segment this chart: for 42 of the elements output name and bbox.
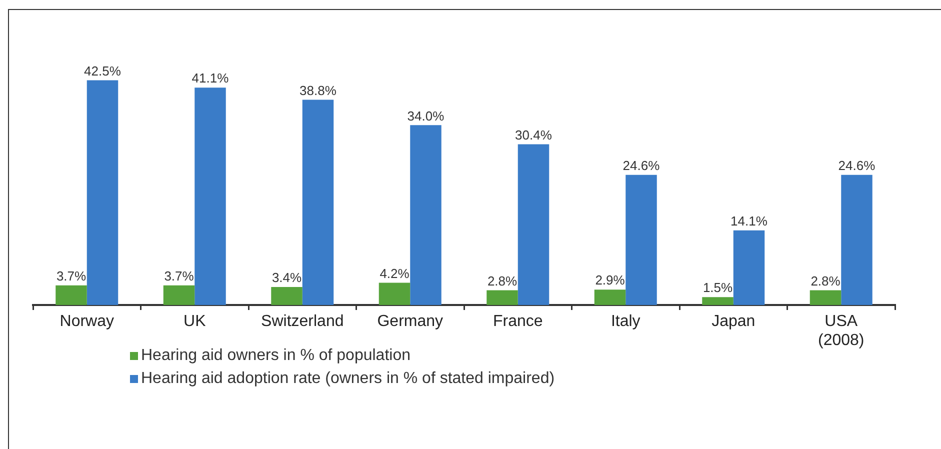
bar	[378, 282, 410, 305]
data-label: 4.2%	[380, 266, 410, 281]
bar	[810, 290, 842, 305]
legend-label: Hearing aid owners in % of population	[141, 346, 410, 364]
x-tick-label: France	[492, 313, 543, 330]
bar	[702, 297, 734, 305]
x-tick-label: Norway	[60, 313, 114, 330]
data-label: 24.6%	[622, 158, 660, 173]
x-tick-label: UK	[184, 313, 206, 330]
data-label: 38.8%	[300, 82, 337, 98]
legend-label: Hearing aid adoption rate (owners in % of stated impaired)	[141, 370, 555, 388]
data-label: 3.7%	[56, 268, 87, 284]
data-label: 2.9%	[595, 272, 626, 288]
x-tick-label: USA (2008)	[818, 313, 864, 350]
bar	[86, 80, 118, 305]
x-tick-label: Germany	[377, 313, 444, 330]
bar	[194, 88, 226, 305]
data-label: 24.6%	[838, 158, 876, 173]
data-label: 3.4%	[272, 270, 302, 286]
x-tick-label: Italy	[610, 313, 640, 330]
data-label: 42.5%	[84, 63, 122, 78]
data-label: 3.7%	[164, 268, 194, 284]
x-tick-label: Switzerland	[261, 313, 344, 330]
bar	[518, 144, 550, 305]
bar	[486, 290, 518, 305]
x-tick-label: Japan	[712, 313, 756, 330]
bar	[410, 125, 442, 305]
data-label: 30.4%	[515, 127, 552, 142]
data-label: 14.1%	[730, 214, 768, 229]
bar	[302, 100, 334, 305]
data-label: 2.8%	[487, 273, 518, 288]
bar	[841, 174, 872, 305]
bar	[733, 230, 765, 305]
data-label: 41.1%	[192, 70, 230, 86]
data-label: 34.0%	[407, 108, 445, 124]
data-label: 2.8%	[810, 273, 841, 288]
data-label: 1.5%	[702, 280, 734, 296]
bar	[594, 290, 626, 305]
bar	[271, 287, 302, 305]
bar	[163, 285, 195, 305]
bar	[56, 285, 87, 305]
bar	[626, 174, 657, 305]
